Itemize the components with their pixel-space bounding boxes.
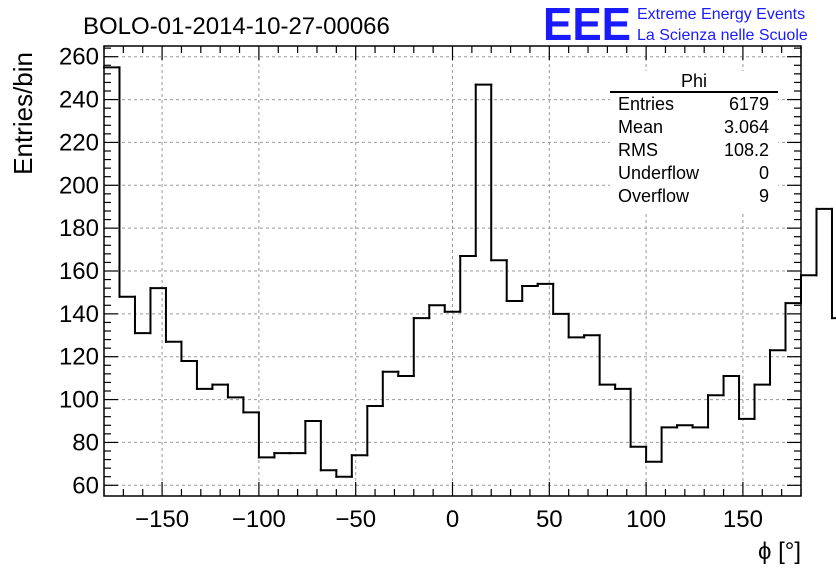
y-tick-label: 140	[59, 301, 99, 328]
stats-label-underflow: Underflow	[618, 163, 700, 183]
stats-title: Phi	[681, 71, 707, 91]
x-tick-label: −150	[135, 506, 189, 533]
y-tick-label: 60	[72, 472, 99, 499]
eee-logo-mark: EEE	[543, 0, 631, 50]
stats-value-mean: 3.064	[724, 117, 769, 137]
x-tick-label: 150	[723, 506, 763, 533]
y-tick-label: 220	[59, 129, 99, 156]
x-tick-label: −50	[335, 506, 376, 533]
x-tick-label: 0	[446, 506, 459, 533]
x-tick-labels: −150 −100 −50 0 50 100 150	[135, 506, 763, 533]
stats-box: Phi Entries 6179 Mean 3.064 RMS 108.2 Un…	[610, 71, 778, 211]
y-tick-label: 100	[59, 387, 99, 414]
x-tick-label: 100	[626, 506, 666, 533]
y-axis-label: Entries/bin	[8, 52, 38, 175]
stats-value-entries: 6179	[729, 94, 769, 114]
histogram-bins	[103, 66, 836, 478]
y-tick-label: 240	[59, 87, 99, 114]
y-tick-label: 160	[59, 258, 99, 285]
eee-logo-line2: La Scienza nelle Scuole	[637, 27, 808, 44]
stats-label-rms: RMS	[618, 140, 658, 160]
stats-value-rms: 108.2	[724, 140, 769, 160]
y-tick-label: 260	[59, 44, 99, 71]
x-tick-label: 50	[536, 506, 563, 533]
eee-logo: EEE Extreme Energy Events La Scienza nel…	[543, 0, 808, 50]
stats-value-underflow: 0	[759, 163, 769, 183]
x-axis-label: ϕ [°]	[758, 538, 801, 565]
stats-value-overflow: 9	[759, 186, 769, 206]
stats-label-overflow: Overflow	[618, 186, 690, 206]
axis-ticks	[103, 46, 802, 496]
eee-logo-line1: Extreme Energy Events	[637, 6, 805, 23]
y-tick-label: 200	[59, 172, 99, 199]
stats-label-mean: Mean	[618, 117, 663, 137]
stats-label-entries: Entries	[618, 94, 674, 114]
y-tick-label: 80	[72, 429, 99, 456]
stats-box-background	[610, 71, 778, 211]
y-tick-label: 120	[59, 344, 99, 371]
y-tick-labels: 60 80 100 120 140 160 180 200 220 240 260	[59, 44, 99, 500]
chart-title: BOLO-01-2014-10-27-00066	[83, 13, 390, 40]
x-tick-label: −100	[232, 506, 286, 533]
y-tick-label: 180	[59, 215, 99, 242]
